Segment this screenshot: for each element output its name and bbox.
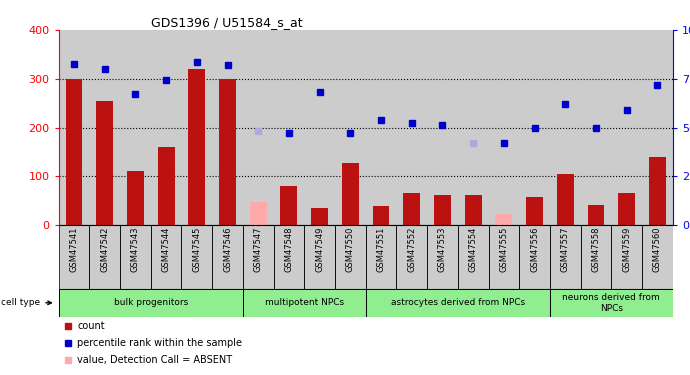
Bar: [181, 225, 213, 289]
Bar: [434, 195, 451, 225]
Bar: [557, 174, 573, 225]
Bar: [120, 225, 151, 289]
Text: GSM47555: GSM47555: [500, 226, 509, 272]
Bar: [127, 171, 144, 225]
Bar: [366, 289, 550, 317]
Text: GDS1396 / U51584_s_at: GDS1396 / U51584_s_at: [150, 16, 302, 29]
Bar: [342, 163, 359, 225]
Bar: [458, 225, 489, 289]
Text: GSM47545: GSM47545: [193, 226, 201, 272]
Bar: [59, 30, 90, 225]
Bar: [495, 214, 512, 225]
Bar: [219, 79, 236, 225]
Text: value, Detection Call = ABSENT: value, Detection Call = ABSENT: [77, 356, 233, 366]
Bar: [458, 30, 489, 225]
Text: GSM47550: GSM47550: [346, 226, 355, 272]
Bar: [396, 30, 427, 225]
Bar: [550, 289, 673, 317]
Text: astrocytes derived from NPCs: astrocytes derived from NPCs: [391, 298, 525, 307]
Bar: [120, 30, 151, 225]
Bar: [550, 225, 581, 289]
Text: GSM47553: GSM47553: [438, 226, 447, 272]
Text: percentile rank within the sample: percentile rank within the sample: [77, 338, 242, 348]
Bar: [335, 30, 366, 225]
Bar: [213, 30, 243, 225]
Bar: [649, 157, 666, 225]
Text: GSM47546: GSM47546: [223, 226, 232, 272]
Bar: [213, 225, 243, 289]
Text: cell type: cell type: [1, 298, 51, 307]
Bar: [642, 225, 673, 289]
Bar: [311, 208, 328, 225]
Bar: [181, 30, 213, 225]
Bar: [611, 30, 642, 225]
Bar: [90, 225, 120, 289]
Bar: [427, 225, 458, 289]
Bar: [427, 30, 458, 225]
Bar: [526, 197, 543, 225]
Bar: [188, 69, 205, 225]
Text: count: count: [77, 321, 105, 331]
Text: GSM47542: GSM47542: [100, 226, 109, 272]
Bar: [581, 225, 611, 289]
Bar: [151, 30, 181, 225]
Text: GSM47552: GSM47552: [407, 226, 416, 272]
Bar: [97, 101, 113, 225]
Text: GSM47551: GSM47551: [377, 226, 386, 272]
Bar: [304, 30, 335, 225]
Bar: [158, 147, 175, 225]
Bar: [66, 79, 82, 225]
Bar: [520, 225, 550, 289]
Bar: [274, 30, 304, 225]
Bar: [642, 30, 673, 225]
Bar: [588, 204, 604, 225]
Bar: [335, 225, 366, 289]
Bar: [250, 202, 266, 225]
Text: GSM47543: GSM47543: [131, 226, 140, 272]
Bar: [59, 225, 90, 289]
Bar: [243, 225, 273, 289]
Bar: [618, 194, 635, 225]
Text: GSM47557: GSM47557: [561, 226, 570, 272]
Text: GSM47547: GSM47547: [254, 226, 263, 272]
Bar: [611, 225, 642, 289]
Bar: [465, 195, 482, 225]
Bar: [373, 206, 389, 225]
Text: bulk progenitors: bulk progenitors: [114, 298, 188, 307]
Bar: [274, 225, 304, 289]
Bar: [489, 30, 520, 225]
Bar: [404, 194, 420, 225]
Text: GSM47544: GSM47544: [161, 226, 170, 272]
Bar: [366, 225, 396, 289]
Bar: [243, 30, 273, 225]
Bar: [304, 225, 335, 289]
Text: GSM47549: GSM47549: [315, 226, 324, 272]
Bar: [581, 30, 611, 225]
Text: GSM47559: GSM47559: [622, 226, 631, 272]
Bar: [520, 30, 550, 225]
Bar: [243, 289, 366, 317]
Text: neurons derived from
NPCs: neurons derived from NPCs: [562, 293, 660, 312]
Bar: [396, 225, 427, 289]
Text: GSM47556: GSM47556: [530, 226, 539, 272]
Text: GSM47554: GSM47554: [469, 226, 477, 272]
Bar: [59, 289, 243, 317]
Bar: [550, 30, 581, 225]
Bar: [489, 225, 520, 289]
Bar: [151, 225, 181, 289]
Text: multipotent NPCs: multipotent NPCs: [265, 298, 344, 307]
Text: GSM47548: GSM47548: [284, 226, 293, 272]
Bar: [366, 30, 396, 225]
Bar: [90, 30, 120, 225]
Text: GSM47541: GSM47541: [70, 226, 79, 272]
Bar: [281, 186, 297, 225]
Text: GSM47560: GSM47560: [653, 226, 662, 272]
Text: GSM47558: GSM47558: [591, 226, 600, 272]
